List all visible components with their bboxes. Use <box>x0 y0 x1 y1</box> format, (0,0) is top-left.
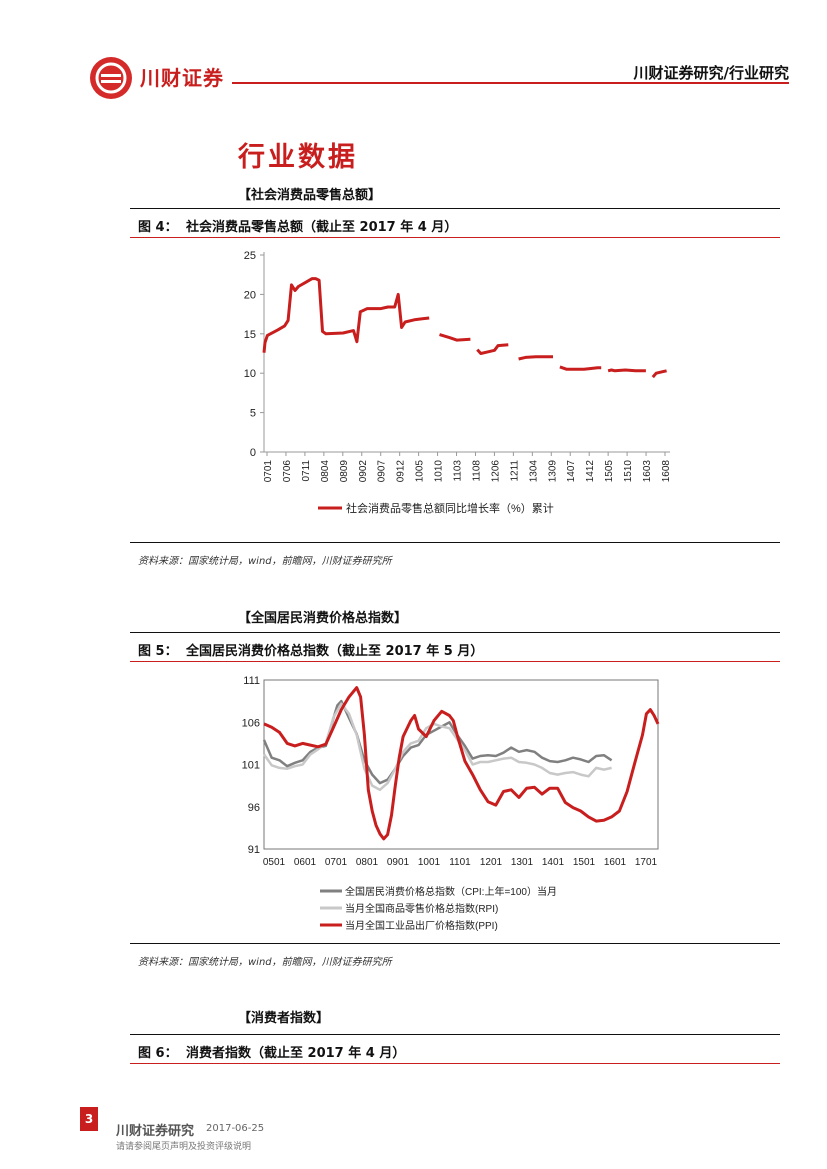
x-tick-label: 0901 <box>387 857 410 868</box>
x-tick-label: 1001 <box>418 857 441 868</box>
x-tick-label: 0711 <box>301 460 312 482</box>
brand-name: 川财证券 <box>140 66 224 90</box>
figure-top-rule <box>130 208 780 209</box>
y-tick-label: 96 <box>248 802 260 814</box>
figure-top-rule <box>130 1034 780 1035</box>
figure-number: 图 6： <box>138 1046 178 1061</box>
y-tick-label: 106 <box>242 717 260 729</box>
source-note: 资料来源：国家统计局，wind，前瞻网，川财证券研究所 <box>138 957 392 968</box>
x-tick-label: 0907 <box>377 460 388 483</box>
source-rule <box>130 943 780 944</box>
footer-date: 2017-06-25 <box>206 1123 265 1134</box>
x-tick-label: 1211 <box>509 460 520 482</box>
y-tick-label: 10 <box>244 368 256 380</box>
figure-number: 图 5： <box>138 644 178 659</box>
brand-logo-icon <box>90 57 132 99</box>
x-tick-label: 1103 <box>453 460 464 482</box>
x-tick-label: 0804 <box>320 460 331 483</box>
x-tick-label: 1309 <box>547 460 558 483</box>
y-tick-label: 91 <box>248 844 260 856</box>
subheading-cpi: 【全国居民消费价格总指数】 <box>238 611 408 626</box>
x-tick-label: 0601 <box>294 857 317 868</box>
series-line-segment <box>607 368 646 373</box>
figure-red-rule <box>130 237 780 238</box>
series-line-segment <box>262 277 430 353</box>
figure-title: 消费者指数（截止至 2017 年 4 月） <box>186 1046 406 1061</box>
x-tick-label: 1608 <box>661 460 672 483</box>
x-tick-label: 1206 <box>490 460 501 483</box>
x-tick-label: 1505 <box>604 460 615 483</box>
figure-caption: 图 5： 全国居民消费价格总指数（截止至 2017 年 5 月） <box>138 640 483 659</box>
x-tick-label: 1603 <box>642 460 653 483</box>
x-tick-label: 1510 <box>623 460 634 483</box>
x-tick-label: 1101 <box>449 857 471 868</box>
y-tick-label: 15 <box>244 329 256 341</box>
x-tick-label: 1301 <box>511 857 534 868</box>
source-note: 资料来源：国家统计局，wind，前瞻网，川财证券研究所 <box>138 556 392 567</box>
legend-label: 当月全国商品零售价格总指数(RPI) <box>345 902 498 915</box>
figure-caption: 图 6： 消费者指数（截止至 2017 年 4 月） <box>138 1042 405 1061</box>
footer-disclaimer: 请请参阅尾页声明及投资评级说明 <box>116 1142 252 1152</box>
series-line <box>262 699 613 785</box>
y-tick-label: 20 <box>244 289 256 301</box>
x-tick-label: 1304 <box>528 460 539 483</box>
x-tick-label: 1005 <box>415 460 426 483</box>
price-index-chart: 91 96 101 106 111 0501 0601 0701 0801 0901 1001 110… <box>242 675 660 932</box>
series-line-segment <box>651 369 667 379</box>
series-line-segment <box>559 365 602 371</box>
y-tick-label: 0 <box>250 447 256 459</box>
subheading-retail: 【社会消费品零售总额】 <box>238 188 382 203</box>
x-tick-label: 0501 <box>263 857 286 868</box>
x-tick-label: 1010 <box>434 460 445 483</box>
series-line-segment <box>476 343 509 355</box>
x-tick-label: 1407 <box>566 460 577 483</box>
x-tick-label: 1412 <box>585 460 596 483</box>
series-line-segment <box>439 333 471 342</box>
x-tick-label: 0809 <box>339 460 350 483</box>
plot-frame <box>263 679 659 850</box>
x-tick-label: 1601 <box>604 857 627 868</box>
figure-red-rule <box>130 1063 780 1064</box>
x-tick-label: 1701 <box>635 857 658 868</box>
x-tick-label: 0912 <box>396 460 407 483</box>
x-tick-label: 0902 <box>358 460 369 483</box>
x-tick-label: 1401 <box>542 857 565 868</box>
source-rule <box>130 542 780 543</box>
figure-red-rule <box>130 661 780 662</box>
legend-label: 当月全国工业品出厂价格指数(PPI) <box>345 919 498 932</box>
figure-number: 图 4： <box>138 220 178 235</box>
x-tick-label: 0801 <box>356 857 379 868</box>
figure-title: 全国居民消费价格总指数（截止至 2017 年 5 月） <box>186 644 484 659</box>
figure-caption: 图 4： 社会消费品零售总额（截止至 2017 年 4 月） <box>138 216 457 235</box>
legend-label: 全国居民消费价格总指数（CPI:上年=100）当月 <box>345 885 557 898</box>
figure-title: 社会消费品零售总额（截止至 2017 年 4 月） <box>186 220 458 235</box>
x-tick-label: 1201 <box>480 857 503 868</box>
x-tick-label: 1108 <box>471 460 482 482</box>
x-tick-label: 1501 <box>573 857 596 868</box>
header-rule <box>232 82 789 84</box>
series-line <box>263 686 660 841</box>
series-line-segment <box>518 355 553 361</box>
header-title: 川财证券研究/行业研究 <box>633 64 789 82</box>
footer-brand: 川财证券研究 <box>116 1124 195 1139</box>
retail-sales-chart: 0 5 10 15 20 25 0701 0706 0711 0804 0809 0902 0907 09… <box>244 250 672 515</box>
x-tick-label: 0706 <box>282 460 293 483</box>
figure-top-rule <box>130 632 780 633</box>
x-tick-label: 0701 <box>263 460 274 483</box>
y-tick-label: 101 <box>242 760 260 772</box>
y-tick-label: 25 <box>244 250 256 262</box>
section-title: 行业数据 <box>238 142 358 173</box>
legend-label: 社会消费品零售总额同比增长率（%）累计 <box>346 501 554 515</box>
y-tick-label: 5 <box>250 408 256 420</box>
page-number: 3 <box>80 1107 98 1131</box>
x-tick-label: 0701 <box>325 857 348 868</box>
y-tick-label: 111 <box>243 675 260 687</box>
subheading-consumer: 【消费者指数】 <box>238 1011 330 1026</box>
